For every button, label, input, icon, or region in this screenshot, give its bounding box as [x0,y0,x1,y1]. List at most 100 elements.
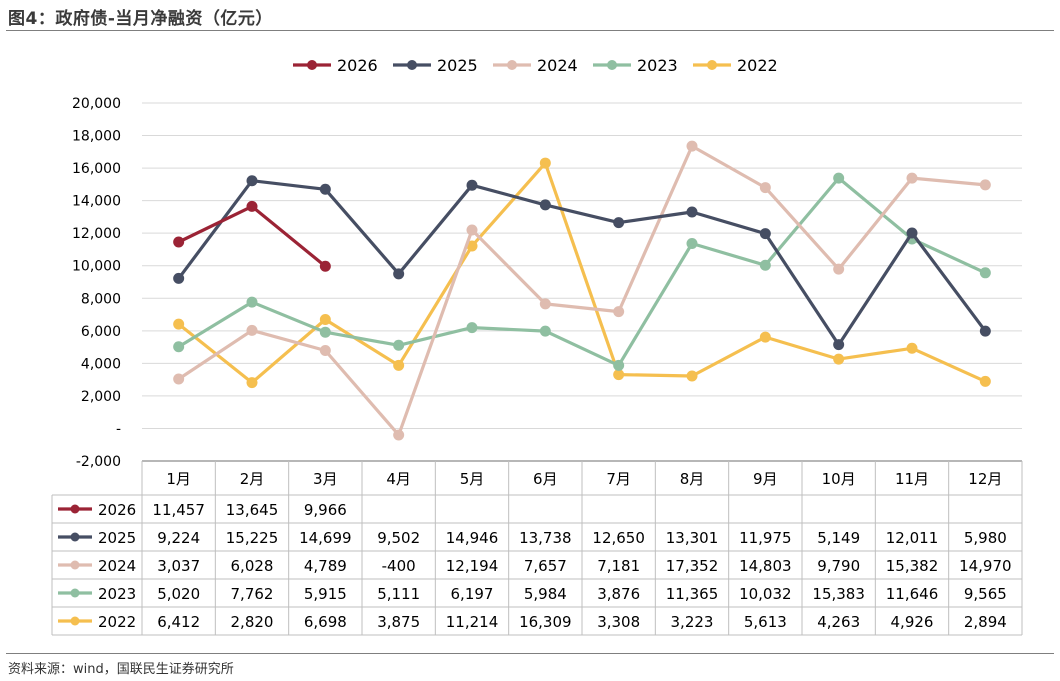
data-point-2022 [393,359,405,371]
table-cell-value: 5,149 [817,529,860,547]
source-note: 资料来源：wind，国联民生证券研究所 [8,662,234,677]
y-tick-label: 18,000 [72,129,121,145]
x-tick-label: 6月 [533,470,558,488]
x-tick-label: 8月 [680,470,705,488]
table-cell-value: 11,457 [152,501,205,519]
table-cell-value: 13,738 [519,529,572,547]
data-point-2022 [613,369,625,381]
data-point-2024 [686,140,698,152]
table-cell-value: 14,946 [446,529,499,547]
y-tick-label: 20,000 [72,96,121,112]
row-legend-marker [70,532,80,542]
table-cell-value: 3,037 [157,557,200,575]
x-tick-label: 2月 [240,470,265,488]
data-point-2026 [173,236,185,248]
gridlines [142,102,1022,462]
table-cell-value: 10,032 [739,585,792,603]
x-tick-label: 1月 [166,470,191,488]
series-line-2023 [177,176,986,367]
series-lines [173,140,991,441]
legend-label: 2023 [637,56,678,75]
y-tick-label: 16,000 [72,161,121,177]
data-point-2025 [393,268,405,280]
y-tick-label: - [116,421,121,437]
data-point-2025 [906,227,918,239]
data-table: 1月 2月 3月 4月 5月 6月 7月 8月 9月 10月 11月 12月 2026 11,457 13,… [51,460,1023,636]
data-point-2023 [979,267,991,279]
row-legend-marker [70,588,80,598]
y-tick-label: 6,000 [81,324,121,340]
table-cell-value: 4,263 [817,613,860,631]
data-point-2022 [319,313,331,325]
series-2024 [173,140,991,441]
table-cell-value: 5,984 [524,585,567,603]
legend-item-2026: 2026 [293,56,378,75]
legend-marker [407,60,417,70]
series-2026 [173,200,331,272]
table-cell-value: 5,020 [157,585,200,603]
title-divider [6,30,1054,31]
data-point-2025 [173,272,185,284]
table-cell-value: 5,613 [744,613,787,631]
data-point-2024 [246,324,258,336]
table-cell-value: 14,803 [739,557,792,575]
data-point-2024 [613,306,625,318]
table-row-2023: 2023 5,020 7,762 5,915 5,111 6,197 5,984 3,876 1… [58,585,1007,603]
series-line-2022 [177,161,986,385]
table-cell-value: 5,111 [377,585,420,603]
table-cell-value: 9,966 [304,501,347,519]
row-series-name: 2022 [98,613,136,631]
y-tick-label: 10,000 [72,259,121,275]
y-tick-label: 12,000 [72,226,121,242]
table-cell-value: 7,181 [597,557,640,575]
data-point-2025 [246,175,258,187]
data-point-2022 [466,240,478,252]
data-point-2025 [613,217,625,229]
table-cell-value: 17,352 [666,557,719,575]
legend-label: 2025 [437,56,478,75]
table-cell-value: 14,699 [299,529,352,547]
legend-item-2025: 2025 [393,56,478,75]
table-row-2024: 2024 3,037 6,028 4,789 -400 12,194 7,657 7,181 1… [58,557,1012,575]
data-point-2024 [759,182,771,194]
data-point-2022 [759,331,771,343]
legend-label: 2026 [337,56,378,75]
data-point-2023 [466,322,478,334]
data-point-2022 [906,342,918,354]
table-cell-value: 6,698 [304,613,347,631]
row-series-name: 2024 [98,557,136,575]
data-point-2023 [759,259,771,271]
data-point-2024 [906,172,918,184]
y-tick-label: -2,000 [76,454,121,470]
legend-marker [707,60,717,70]
data-point-2023 [246,296,258,308]
x-tick-label: 11月 [895,470,929,488]
table-cell-value: 3,308 [597,613,640,631]
data-point-2025 [466,179,478,191]
y-tick-label: 4,000 [81,356,121,372]
data-point-2023 [319,326,331,338]
row-legend-marker [70,616,80,626]
x-tick-label: 4月 [386,470,411,488]
x-tick-label: 3月 [313,470,338,488]
table-cell-value: 6,028 [231,557,274,575]
data-point-2025 [539,199,551,211]
table-cell-value: 9,565 [964,585,1007,603]
y-tick-label: 8,000 [81,291,121,307]
table-cell-value: 7,762 [231,585,274,603]
data-point-2023 [613,359,625,371]
data-point-2022 [979,375,991,387]
data-point-2024 [979,179,991,191]
data-point-2025 [686,206,698,218]
table-cell-value: 3,223 [671,613,714,631]
x-tick-label: 9月 [753,470,778,488]
data-point-2026 [319,260,331,272]
series-2022 [173,157,991,389]
row-legend-marker [70,560,80,570]
legend-item-2024: 2024 [493,56,578,75]
legend-label: 2024 [537,56,578,75]
table-cell-value: 15,225 [226,529,279,547]
y-axis-ticks: -2,000-2,0004,0006,0008,00010,00012,0001… [72,96,121,470]
data-point-2024 [833,263,845,275]
table-cell-value: 4,789 [304,557,347,575]
